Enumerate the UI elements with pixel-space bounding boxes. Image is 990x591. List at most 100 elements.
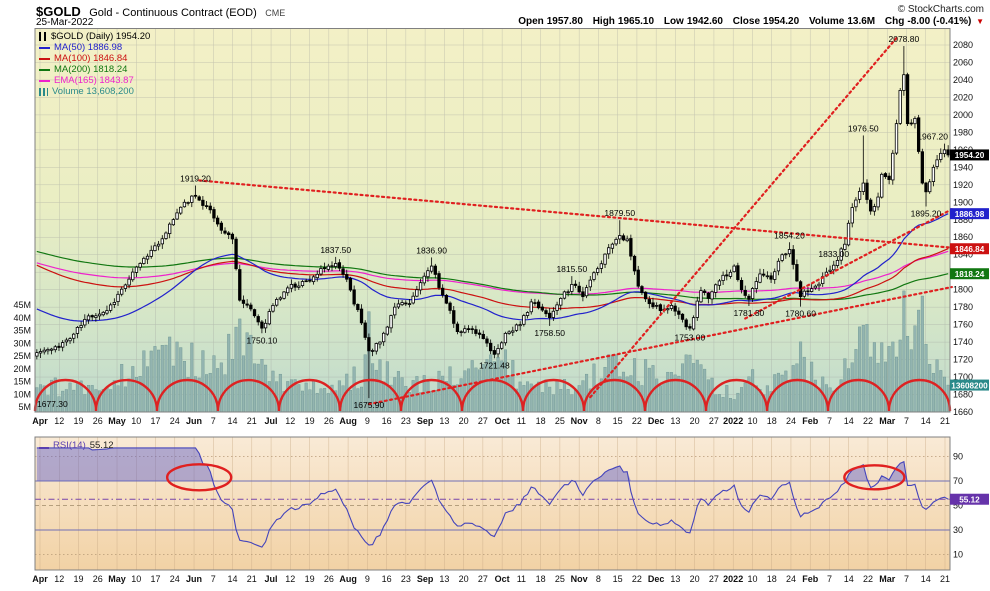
svg-text:10: 10 [953,550,963,560]
svg-text:14: 14 [921,416,931,426]
svg-text:9: 9 [365,574,370,584]
svg-text:7: 7 [211,574,216,584]
svg-text:1967.20: 1967.20 [917,132,948,142]
volume-label: Volume [808,16,845,27]
svg-text:23: 23 [401,416,411,426]
svg-text:20: 20 [459,574,469,584]
rsi-legend: RSI(14) 55.12 [39,440,114,451]
svg-text:24: 24 [786,574,796,584]
svg-text:21: 21 [247,574,257,584]
svg-text:1753.00: 1753.00 [675,333,706,343]
svg-text:35M: 35M [13,326,31,336]
svg-text:21: 21 [940,416,950,426]
svg-text:14: 14 [228,416,238,426]
svg-text:20: 20 [690,416,700,426]
svg-text:1815.50: 1815.50 [556,264,587,274]
svg-text:23: 23 [401,574,411,584]
svg-text:19: 19 [305,416,315,426]
svg-text:1837.50: 1837.50 [320,245,351,255]
svg-text:Aug: Aug [339,416,357,426]
svg-text:55.12: 55.12 [959,495,980,504]
svg-text:1879.50: 1879.50 [604,208,635,218]
quote-summary: Open 1957.80 High 1965.10 Low 1942.60 Close… [511,16,984,27]
rsi-x-axis-labels: Apr 12 19 26 May 10 17 24 Jun 7 14 21 Jul 12 19 26 Aug 9 1… [32,574,950,584]
svg-text:25M: 25M [13,351,31,361]
svg-text:2060: 2060 [953,57,973,67]
svg-text:Apr: Apr [32,416,48,426]
svg-text:2000: 2000 [953,110,973,120]
svg-text:24: 24 [786,416,796,426]
ema165-line-icon [39,79,50,82]
svg-text:26: 26 [93,574,103,584]
svg-text:1854.20: 1854.20 [774,230,805,240]
legend-row-symbol: $GOLD (Daily) 1954.20 [39,31,150,42]
svg-text:10M: 10M [13,389,31,399]
close-label: Close [732,16,761,27]
rsi-highlight-ellipse [843,464,906,491]
low-label: Low [663,16,684,27]
legend-ma100-label: MA(100) 1846.84 [54,53,128,64]
svg-text:1900: 1900 [953,197,973,207]
axis-value-boxes: 1954.20 1886.98 1846.84 1818.24 13608200 [950,149,989,391]
svg-text:5M: 5M [18,402,31,412]
svg-text:Dec: Dec [648,574,665,584]
svg-text:1954.20: 1954.20 [955,151,985,160]
rsi-highlight-ellipse [165,463,233,492]
svg-text:17: 17 [151,574,161,584]
svg-text:1780: 1780 [953,302,973,312]
svg-text:7: 7 [211,416,216,426]
svg-text:14: 14 [844,574,854,584]
chg-down-arrow-icon: ▼ [976,17,984,26]
svg-text:Feb: Feb [802,574,819,584]
svg-text:Sep: Sep [417,416,434,426]
chart-plot-background [35,28,950,412]
price-axis-labels: 1660168017001720174017601780180018201840… [953,40,973,417]
volume-value: 13.6M [847,16,876,27]
svg-text:10: 10 [747,416,757,426]
legend-row-ma50: MA(50) 1886.98 [39,42,150,53]
ticker-symbol: $GOLD [36,4,81,19]
svg-text:20M: 20M [13,364,31,374]
volume-bars-icon [39,87,48,96]
rsi-value: 55.12 [89,440,114,451]
svg-text:1836.90: 1836.90 [416,245,447,255]
svg-text:11: 11 [517,416,526,426]
svg-text:Mar: Mar [879,416,896,426]
svg-text:1940: 1940 [953,162,973,172]
chart-plot-border [34,28,951,413]
svg-text:May: May [108,416,126,426]
exchange-label: CME [265,8,286,18]
svg-text:19: 19 [74,574,84,584]
chart-title-row: $GOLD Gold - Continuous Contract (EOD) C… [36,3,285,21]
legend-row-volume: Volume 13,608,200 [39,86,150,97]
svg-text:1700: 1700 [953,372,973,382]
svg-text:27: 27 [709,574,719,584]
rsi-overbought-fill [36,447,949,481]
svg-text:27: 27 [478,416,488,426]
instrument-name: Gold - Continuous Contract (EOD) [89,7,257,19]
svg-text:Oct: Oct [495,574,510,584]
candlestick-icon [39,32,47,41]
rsi-label: RSI(14) [53,440,86,451]
svg-text:21: 21 [247,416,257,426]
svg-text:90: 90 [953,452,963,462]
price-chart-canvas: 1677.30 1919.20 1750.10 1837.50 1675.90 1836.… [13,28,989,426]
svg-text:40M: 40M [13,313,31,323]
svg-text:1895.20: 1895.20 [911,208,942,218]
svg-text:25: 25 [555,574,565,584]
rsi-line [36,447,949,548]
svg-text:13: 13 [439,574,449,584]
svg-text:1818.24: 1818.24 [955,270,985,279]
svg-text:21: 21 [940,574,950,584]
svg-text:45M: 45M [13,300,31,310]
svg-text:Dec: Dec [648,416,665,426]
svg-text:18: 18 [536,574,546,584]
svg-text:24: 24 [170,416,180,426]
svg-text:22: 22 [632,574,642,584]
svg-text:May: May [108,574,126,584]
svg-text:13: 13 [670,574,680,584]
svg-text:1675.90: 1675.90 [354,400,385,410]
svg-text:2020: 2020 [953,92,973,102]
price-annotations-layer: 1677.30 1919.20 1750.10 1837.50 1675.90 1836.… [37,34,948,410]
legend-ma200-label: MA(200) 1818.24 [54,64,128,75]
